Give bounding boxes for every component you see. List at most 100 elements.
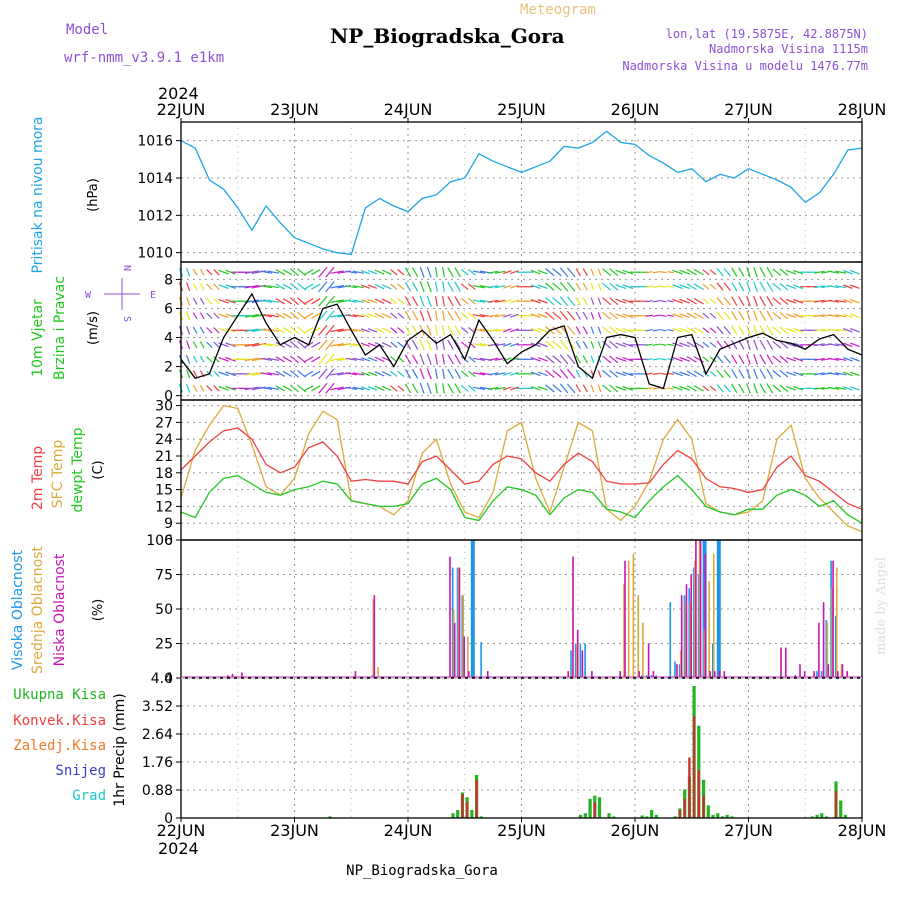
cloud-bar (837, 671, 839, 678)
wind-arrow (275, 327, 286, 334)
wind-arrow (615, 269, 627, 275)
legend-frozen-rain: Zaledj.Kisa (13, 738, 106, 754)
cloud-bar (652, 671, 655, 678)
wind-arrow (828, 357, 840, 361)
wind-arrow (609, 326, 619, 335)
wind-arrow (374, 356, 385, 363)
wind-arrow (367, 357, 378, 362)
wind-arrow (622, 313, 634, 319)
wind-arrow (404, 369, 412, 379)
model-label: Model (66, 22, 108, 38)
wind-arrow (746, 295, 751, 307)
wind-arrow (686, 297, 697, 305)
cloud-bar (835, 615, 837, 678)
wind-arrow (842, 357, 853, 362)
wind-arrow (447, 383, 454, 394)
wind-arrow (753, 310, 758, 322)
wind-arrow (679, 371, 690, 377)
cloud-bar (354, 671, 357, 678)
x-tick-label-bottom: 24JUN (384, 821, 433, 840)
wind-arrow (411, 339, 419, 350)
precip-bar (716, 813, 720, 818)
wind-arrow (652, 300, 660, 303)
pressure-line (180, 130, 863, 256)
wind-arrow (360, 284, 371, 289)
model-elevation-label: Nadmorska Visina u modelu 1476.77m (622, 59, 868, 73)
precip-bar (697, 770, 700, 818)
wind-arrow (738, 383, 745, 394)
wind-arrow (390, 327, 398, 334)
wind-arrow (397, 312, 405, 319)
wind-arrow (779, 326, 789, 335)
wind-arrow (367, 299, 378, 304)
wind-arrow (447, 281, 454, 292)
wind-arrow (225, 342, 236, 348)
wind-arrow (454, 281, 461, 292)
wind-arrow (609, 297, 619, 306)
wind-arrow (537, 386, 548, 391)
wind-arrow (186, 296, 191, 306)
wind-arrow (411, 354, 419, 365)
wind-arrow (850, 357, 860, 362)
wind-arrow (545, 268, 555, 277)
wind-arrow (244, 372, 260, 376)
wind-arrow (590, 326, 595, 335)
wind-arrow (460, 268, 469, 276)
wind-arrow (766, 354, 774, 365)
wind-arrow (434, 354, 438, 365)
wind-arrow (559, 310, 569, 321)
wind-arrow (672, 313, 683, 319)
wind-arrow (206, 298, 213, 305)
wind-arrow (419, 281, 425, 293)
wind-arrow (390, 298, 398, 305)
wind-arrow (575, 268, 581, 277)
cloud-bar (579, 643, 582, 678)
wind-arrow (472, 314, 486, 318)
wind-arrow (785, 313, 797, 319)
wind-arrow (679, 298, 690, 304)
wind-arrow (434, 266, 438, 278)
y-tick-label: 0 (164, 811, 173, 827)
wind-arrow (390, 283, 398, 290)
wind-arrow (679, 284, 690, 290)
wind-arrow (615, 342, 627, 348)
y-tick-label: 30 (155, 399, 173, 415)
cloud-bar (683, 595, 686, 678)
wind-arrow (753, 339, 758, 351)
wind-arrow (275, 385, 286, 392)
wind-arrow (552, 297, 562, 306)
wind-arrow (702, 269, 710, 276)
wind-arrow (622, 371, 634, 377)
cloud-bar (846, 671, 848, 678)
wind-arrow (545, 369, 555, 378)
wind-arrow (330, 284, 344, 289)
wind-arrow (537, 313, 548, 319)
wind-arrow (766, 383, 774, 394)
wind-arrow (199, 326, 205, 334)
wind-arrow (702, 283, 710, 290)
pressure-grid: 1010 1012 1014 1016 (137, 122, 862, 262)
x-tick-label-top: 23JUN (270, 100, 319, 119)
wind-arrow (622, 327, 634, 333)
wind-arrow (487, 386, 499, 390)
wind-arrow (835, 270, 847, 274)
precip-bar (820, 813, 824, 818)
wind-arrow (746, 310, 751, 322)
wind-arrow (731, 354, 738, 365)
wind-arrow (206, 341, 213, 349)
wind-arrow (738, 369, 745, 379)
wind-arrow (487, 299, 499, 303)
wind-arrow (835, 372, 847, 376)
wind-arrow (460, 297, 469, 305)
precip-bar (475, 779, 478, 818)
wind-arrow (672, 385, 683, 391)
wind-arrow (828, 372, 840, 376)
wind-arrow (404, 296, 412, 307)
wind-arrow (397, 385, 405, 392)
temp-unit-label: (C) (91, 460, 106, 479)
wind-arrow (575, 355, 581, 364)
wind-arrow (772, 355, 782, 364)
cloud-bar (685, 584, 688, 678)
wind-arrow (199, 341, 205, 349)
wind-arrow (192, 283, 198, 291)
